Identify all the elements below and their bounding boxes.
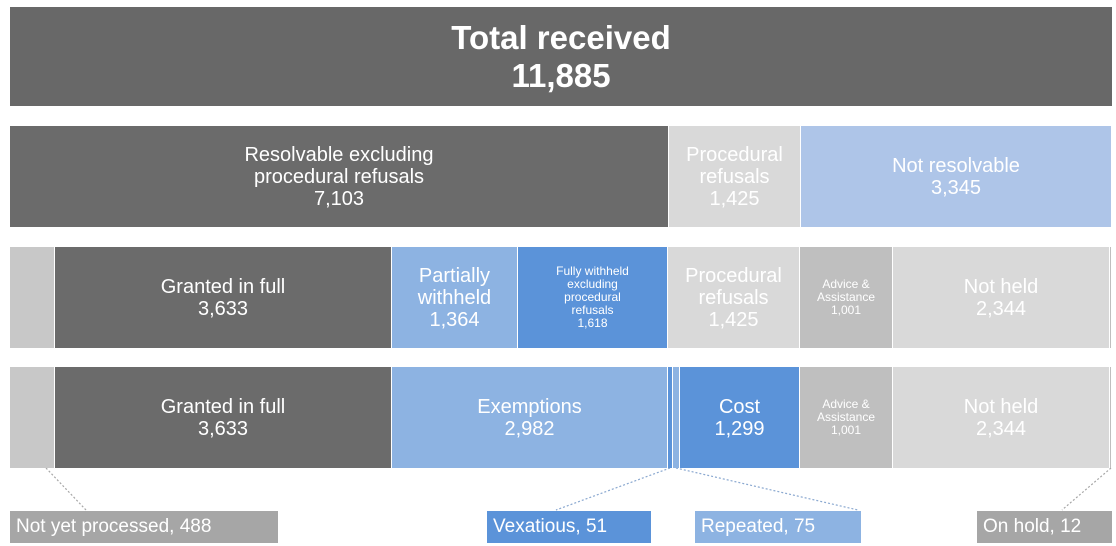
segment-text: excluding <box>567 277 618 291</box>
segment: Fully withheld excluding procedural refusal… <box>518 247 668 348</box>
segment: Procedural refusals 1,425 <box>668 247 800 348</box>
spacer <box>673 367 680 468</box>
segment-text: 7,103 <box>313 187 365 210</box>
segment-text: Partially <box>418 264 491 287</box>
segment: Advice & Assistance 1,001 <box>800 247 893 348</box>
segment-text: refusals <box>698 286 769 309</box>
segment-text: refusals <box>571 303 614 317</box>
note-label: Vexatious, 51 <box>487 511 651 543</box>
segment-text: Advice & <box>822 397 870 411</box>
segment-text: 3,633 <box>197 297 249 320</box>
segment-text: Cost <box>718 395 761 418</box>
note-label: Repeated, 75 <box>695 511 861 543</box>
segment-text: Not held <box>963 275 1039 298</box>
connector <box>675 467 859 511</box>
segment-text: Granted in full <box>160 275 286 298</box>
segment: Not held 2,344 <box>893 367 1110 468</box>
segment: Not resolvable 3,345 <box>801 126 1112 227</box>
segment-text: 1,425 <box>709 187 760 210</box>
segment-text: Not held <box>963 395 1039 418</box>
segment: Exemptions 2,982 <box>392 367 668 468</box>
segment: Procedural refusals 1,425 <box>669 126 801 227</box>
segment: Resolvable excluding procedural refusals 7… <box>10 126 669 227</box>
segment-text: Procedural <box>686 143 783 166</box>
segment-text: procedural refusals <box>253 165 425 188</box>
segment-text: 3,345 <box>930 176 982 199</box>
connector <box>1061 467 1112 511</box>
segment-text: refusals <box>699 165 770 188</box>
note-label: Not yet processed, 488 <box>10 511 278 543</box>
segment-text: 2,344 <box>975 417 1027 440</box>
segment: Partially withheld 1,364 <box>392 247 518 348</box>
total-value: 11,885 <box>511 56 611 94</box>
segment-text: withheld <box>417 286 492 309</box>
segment-text: Advice & <box>822 277 870 291</box>
segment-text: 3,633 <box>197 417 249 440</box>
spacer <box>668 367 673 468</box>
note-label: On hold, 12 <box>977 511 1112 543</box>
segment-text: 1,001 <box>830 303 862 317</box>
spacer <box>1110 247 1112 348</box>
segment: Granted in full 3,633 <box>55 247 392 348</box>
segment: Not held 2,344 <box>893 247 1110 348</box>
segment-text: Assistance <box>816 410 876 424</box>
spacer <box>10 247 55 348</box>
segment-text: 2,982 <box>504 417 555 440</box>
segment-text: Granted in full <box>160 395 286 418</box>
segment-text: procedural <box>564 290 621 304</box>
segment: Cost 1,299 <box>680 367 800 468</box>
segment-text: Not resolvable <box>892 154 1020 177</box>
total-block: Total received 11,885 <box>10 7 1112 106</box>
segment-text: 1,299 <box>714 417 765 440</box>
segment-text: Assistance <box>816 290 876 304</box>
segment: Granted in full 3,633 <box>55 367 392 468</box>
segment: Advice & Assistance 1,001 <box>800 367 893 468</box>
segment-text: 1,364 <box>429 308 480 331</box>
connector <box>45 467 87 511</box>
segment-text: Procedural <box>685 264 782 287</box>
connector <box>555 467 671 511</box>
segment-text: 1,001 <box>830 423 862 437</box>
spacer <box>1110 367 1112 468</box>
total-title: Total received <box>451 18 671 56</box>
segment-text: Exemptions <box>477 395 582 418</box>
segment-text: 1,425 <box>708 308 759 331</box>
spacer <box>10 367 55 468</box>
segment-text: Resolvable excluding <box>244 143 434 166</box>
segment-text: Fully withheld <box>556 264 629 278</box>
segment-text: 2,344 <box>975 297 1027 320</box>
segment-text: 1,618 <box>577 316 608 330</box>
